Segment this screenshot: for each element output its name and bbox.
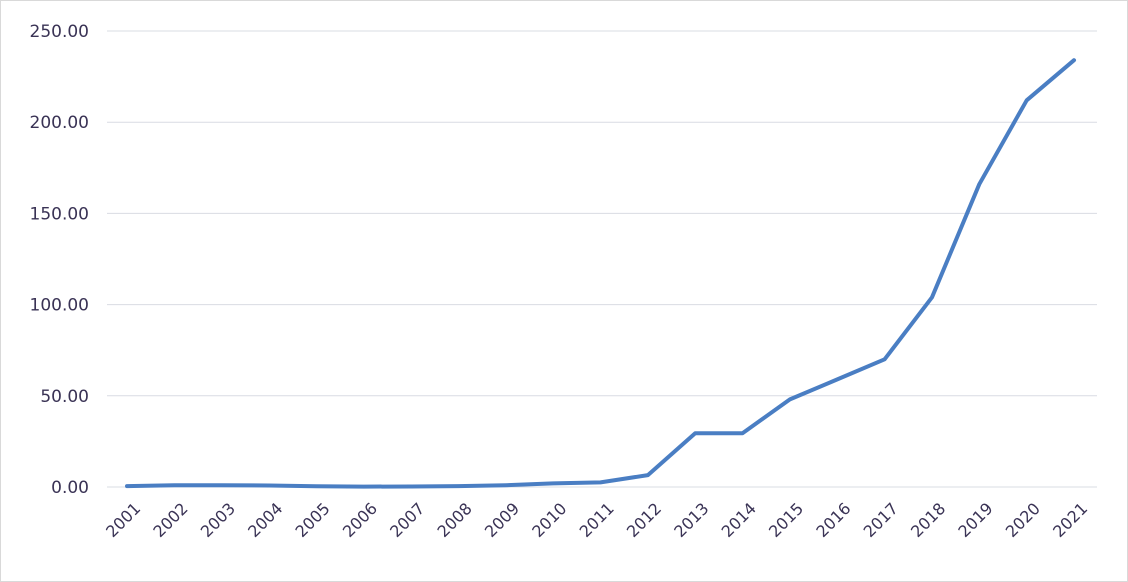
gridlines (107, 30, 1097, 488)
x-tick-label: 2007 (386, 499, 428, 541)
x-tick-label: 2021 (1049, 499, 1091, 541)
x-tick-label: 2016 (812, 499, 854, 541)
x-tick-label: 2004 (244, 499, 286, 541)
x-tick-label: 2006 (339, 499, 381, 541)
y-tick-label: 50.00 (40, 387, 89, 407)
y-tick-label: 100.00 (30, 296, 89, 316)
x-tick-label: 2015 (765, 499, 807, 541)
x-axis: 2001 2002 2003 2004 2005 2006 2007 2008 2009 2010… (102, 499, 1091, 541)
x-tick-label: 2020 (1002, 499, 1044, 541)
x-tick-label: 2013 (670, 499, 712, 541)
x-tick-label: 2008 (434, 499, 476, 541)
y-tick-label: 200.00 (30, 113, 89, 133)
x-tick-label: 2001 (102, 499, 144, 541)
x-tick-label: 2019 (954, 499, 996, 541)
series-layer (125, 58, 1076, 489)
y-tick-label: 150.00 (30, 204, 89, 224)
x-tick-label: 2012 (623, 499, 665, 541)
x-tick-label: 2003 (197, 499, 239, 541)
x-tick-label: 2018 (907, 499, 949, 541)
x-tick-label: 2010 (528, 499, 570, 541)
y-tick-label: 250.00 (30, 22, 89, 42)
x-tick-label: 2005 (291, 499, 333, 541)
x-tick-label: 2011 (576, 499, 618, 541)
series-line-0 (125, 58, 1076, 489)
x-tick-label: 2002 (149, 499, 191, 541)
x-tick-label: 2014 (718, 499, 760, 541)
y-tick-label: 0.00 (51, 478, 89, 498)
y-axis: 0.00 50.00 100.00 150.00 200.00 250.00 (30, 22, 89, 498)
x-tick-label: 2009 (481, 499, 523, 541)
x-tick-label: 2017 (860, 499, 902, 541)
